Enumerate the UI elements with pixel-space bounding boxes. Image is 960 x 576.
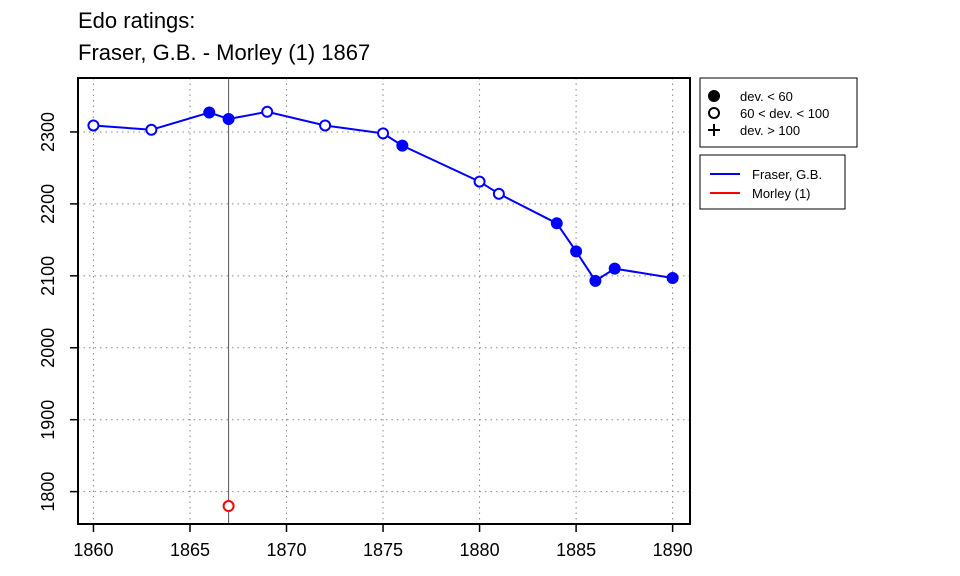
legend-label: Fraser, G.B. — [752, 167, 822, 182]
x-tick-label: 1880 — [460, 540, 500, 560]
y-tick-label: 2000 — [38, 328, 58, 368]
data-point — [261, 105, 274, 118]
marker-legend-box — [699, 77, 858, 148]
data-point — [319, 119, 332, 132]
y-tick-label: 1900 — [38, 400, 58, 440]
data-point — [377, 127, 390, 140]
x-tick-label: 1865 — [170, 540, 210, 560]
legend-symbol-filled — [708, 90, 720, 102]
axes: 1860 1865 1870 1875 1880 1885 1890 1800 1900 2000… — [38, 112, 693, 560]
y-tick-label: 2300 — [38, 112, 58, 152]
x-tick-label: 1875 — [363, 540, 403, 560]
data-point — [666, 271, 679, 284]
legend-label: Morley (1) — [752, 186, 811, 201]
x-tick-label: 1885 — [556, 540, 596, 560]
plot-frame — [77, 77, 691, 525]
y-tick-label: 2200 — [38, 184, 58, 224]
data-point — [222, 500, 235, 513]
data-point — [222, 113, 235, 126]
data-point — [203, 106, 216, 119]
data-point — [473, 175, 486, 188]
legend-symbol-open — [708, 107, 720, 119]
series-morley-1 — [222, 500, 235, 513]
y-tick-label: 2100 — [38, 256, 58, 296]
chart-title-line-1: Edo ratings: — [78, 8, 196, 33]
series-fraser-g-b — [87, 105, 679, 287]
legend-label: dev. < 60 — [740, 89, 793, 104]
series-layer — [87, 105, 679, 513]
legend-symbol-plus — [708, 124, 720, 136]
x-tick-label: 1870 — [266, 540, 306, 560]
data-point — [550, 217, 563, 230]
data-point — [608, 262, 621, 275]
x-tick-label: 1860 — [73, 540, 113, 560]
data-point — [396, 139, 409, 152]
data-point — [492, 187, 505, 200]
legend-label: 60 < dev. < 100 — [740, 106, 829, 121]
legend-label: dev. > 100 — [740, 123, 800, 138]
grid — [78, 78, 690, 524]
data-point — [145, 123, 158, 136]
y-tick-label: 1800 — [38, 472, 58, 512]
data-point — [589, 274, 602, 287]
x-tick-label: 1890 — [653, 540, 693, 560]
legends: dev. < 60 60 < dev. < 100 dev. > 100 Fraser… — [699, 77, 858, 210]
chart-title-line-2: Fraser, G.B. - Morley (1) 1867 — [78, 40, 371, 65]
data-point — [570, 245, 583, 258]
series-legend-box — [699, 154, 846, 210]
data-point — [87, 119, 100, 132]
